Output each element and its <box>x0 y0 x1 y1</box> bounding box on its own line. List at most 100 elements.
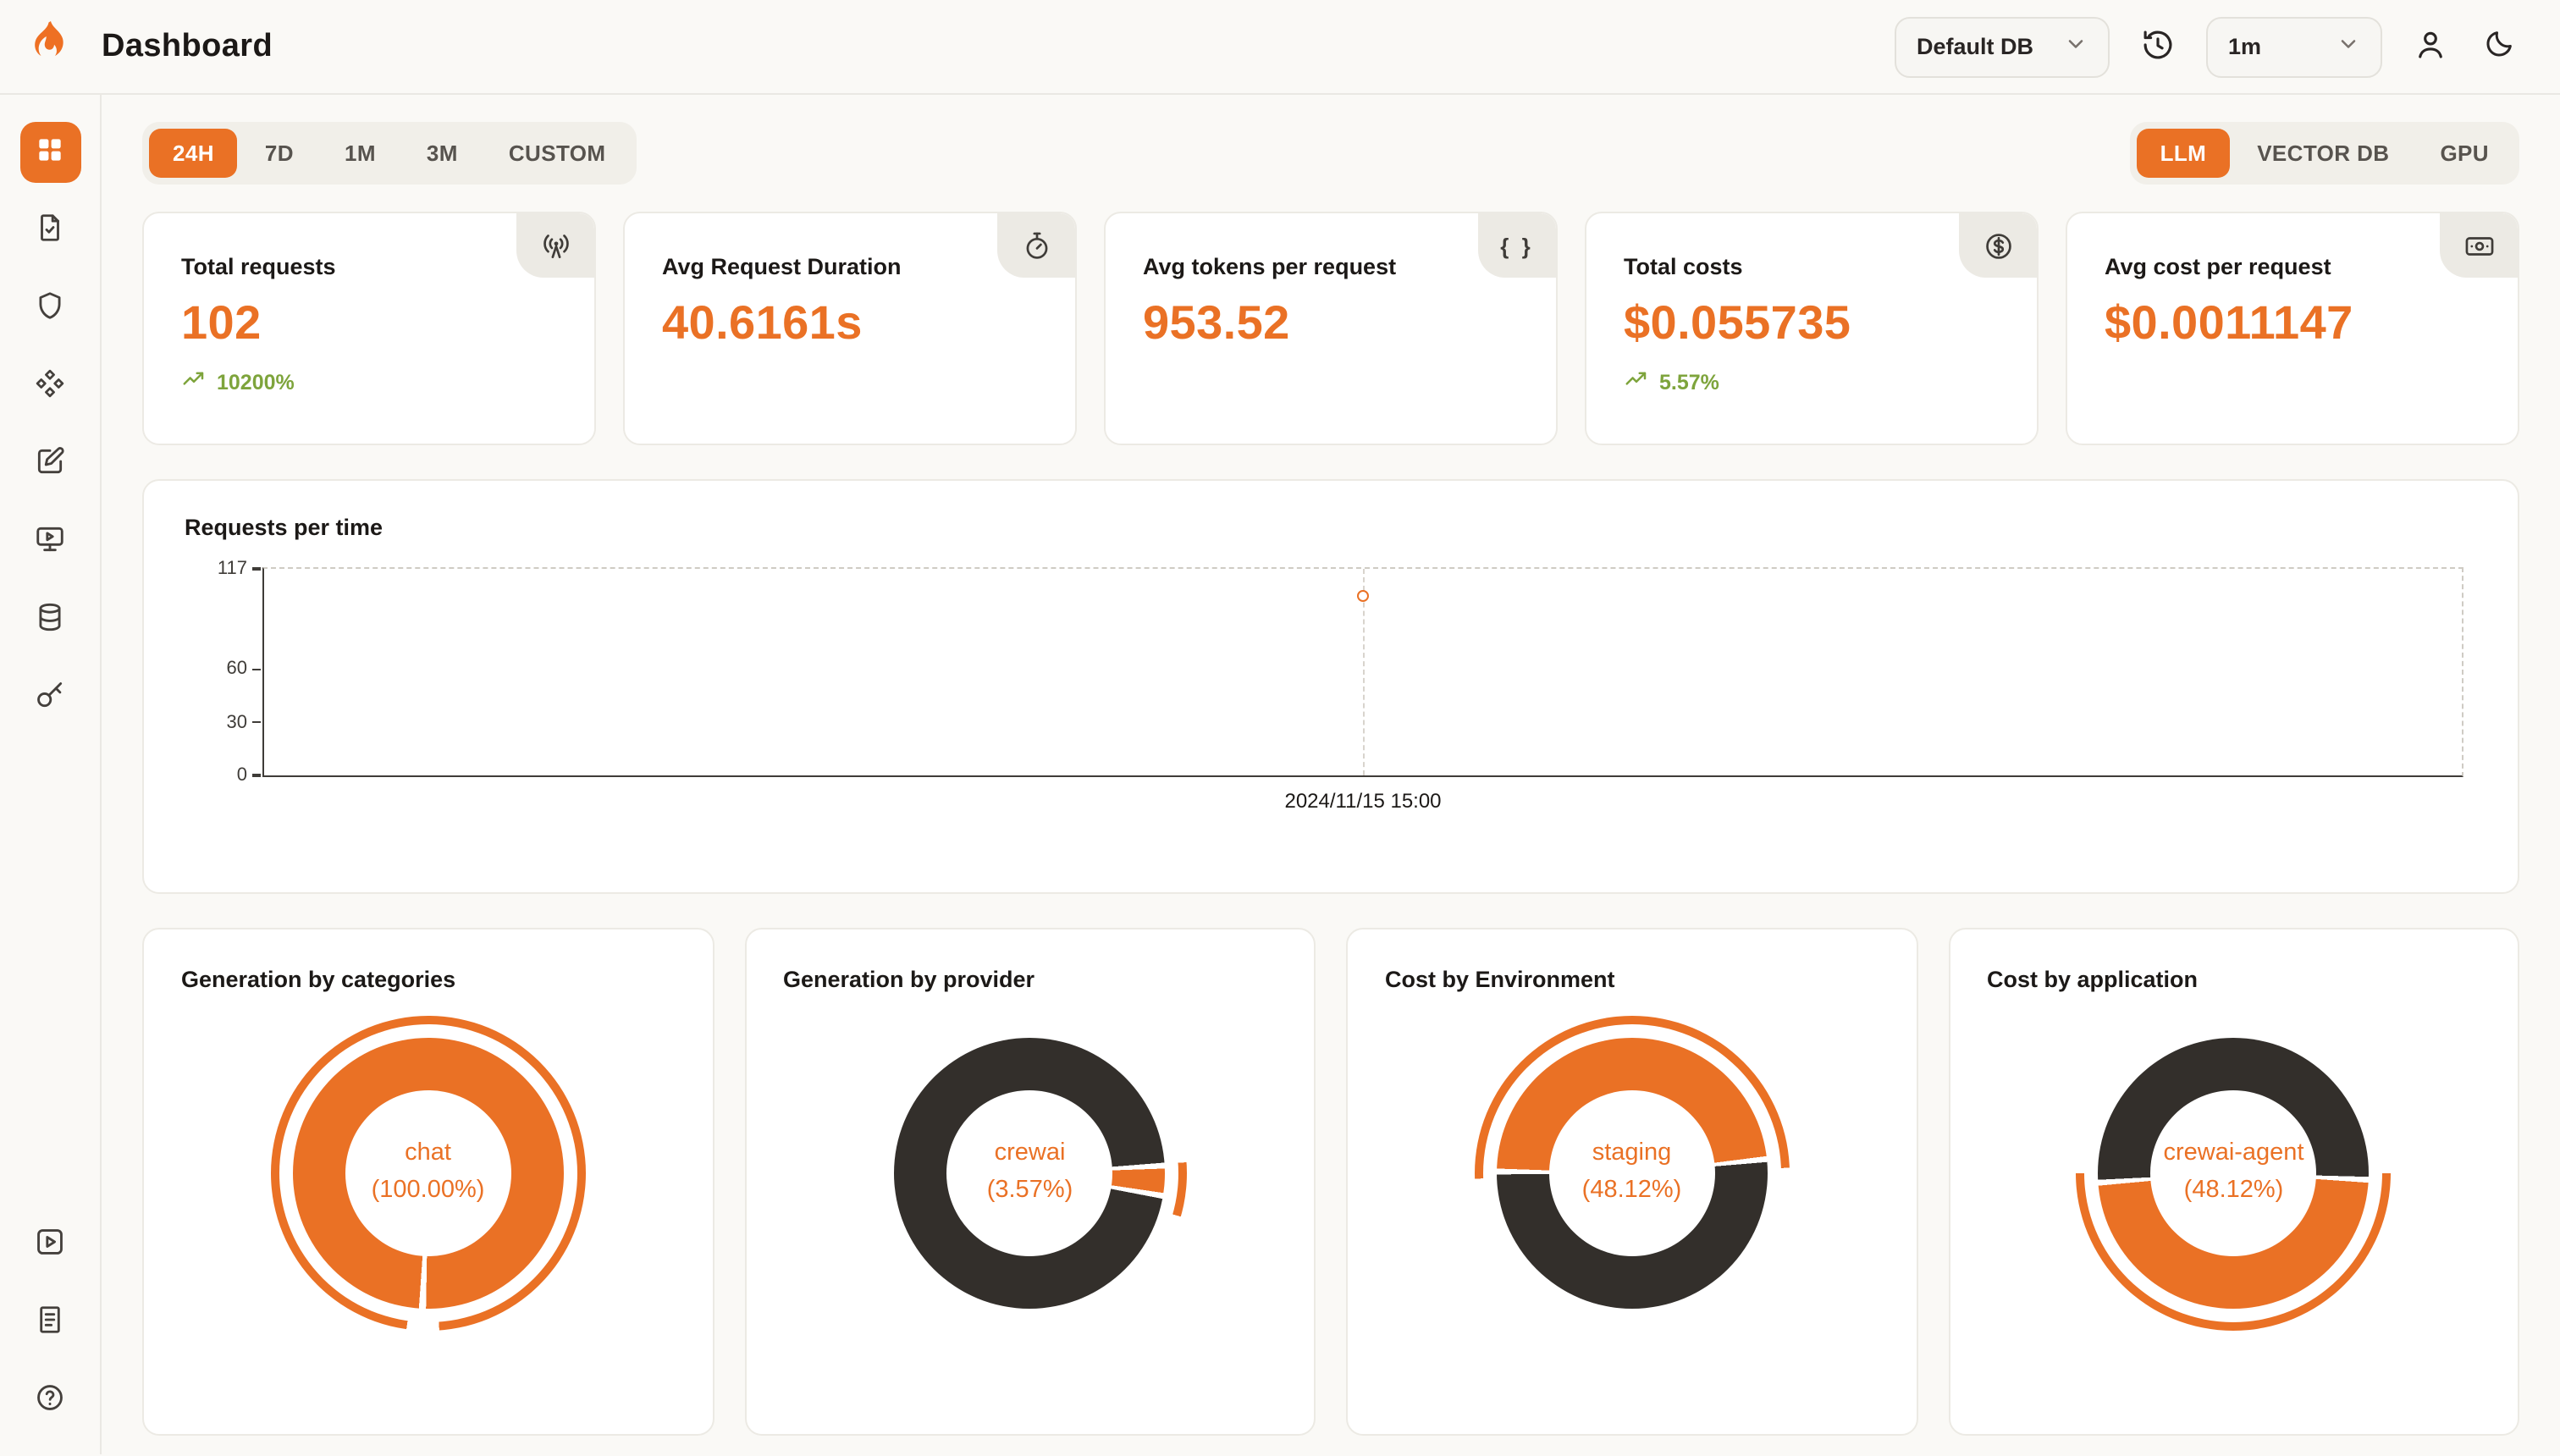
sidebar-item-playground[interactable] <box>19 511 80 572</box>
trending-up-icon <box>1624 367 1649 398</box>
stat-value: 953.52 <box>1143 296 1290 349</box>
sidebar-item-requests[interactable] <box>19 200 80 261</box>
tab-3m[interactable]: 3M <box>403 129 482 178</box>
sidebar-item-evaluations[interactable] <box>19 433 80 494</box>
pie-card-categories: Generation by categories chat (100.00%) <box>142 928 714 1436</box>
pie-title: Cost by application <box>1987 967 2199 992</box>
file-document-icon <box>34 212 66 249</box>
note-edit-icon <box>34 445 66 483</box>
filters-row: 24H 7D 1M 3M CUSTOM LLM VECTOR DB GPU <box>142 122 2519 185</box>
chevron-down-icon <box>2337 32 2360 61</box>
help-circle-icon <box>34 1382 66 1419</box>
donut-center-label: crewai (3.57%) <box>986 1139 1073 1205</box>
sidebar-item-integrations[interactable] <box>19 356 80 416</box>
timer-icon <box>997 213 1075 278</box>
stat-card-avg-duration: Avg Request Duration 40.6161s <box>623 212 1077 445</box>
header-actions: Default DB 1m <box>1894 16 2560 77</box>
time-range-tabs: 24H 7D 1M 3M CUSTOM <box>142 122 637 185</box>
line-plot: 2024/11/15 15:00 0 30 60 117 <box>218 559 2463 813</box>
stat-label: Total costs <box>1624 254 1743 279</box>
tab-custom[interactable]: CUSTOM <box>485 129 630 178</box>
pie-title: Generation by categories <box>181 967 456 992</box>
stat-card-avg-cost: Avg cost per request $0.0011147 <box>2066 212 2519 445</box>
header: Dashboard Default DB 1m <box>0 0 2560 95</box>
dollar-circle-icon <box>1959 213 2037 278</box>
sidebar-item-dashboard[interactable] <box>19 122 80 183</box>
trending-up-icon <box>181 367 207 398</box>
stat-value: 102 <box>181 296 262 349</box>
sidebar-item-api-keys[interactable] <box>19 667 80 728</box>
sidebar <box>0 95 102 1454</box>
stats-row: Total requests 102 10200% Avg Request Du… <box>142 212 2519 445</box>
hover-guideline <box>1363 569 1365 775</box>
stat-trend: 5.57% <box>1624 367 2000 398</box>
page-title: Dashboard <box>102 28 273 63</box>
file-lines-icon <box>34 1304 66 1341</box>
sidebar-item-getting-started[interactable] <box>19 1214 80 1275</box>
pie-card-application: Cost by application crewai-agent (48.12%… <box>1948 928 2519 1436</box>
pie-card-provider: Generation by provider crewai (3.57%) <box>744 928 1316 1436</box>
moon-icon <box>2482 27 2516 66</box>
pie-card-environment: Cost by Environment staging (48.12%) <box>1346 928 1917 1436</box>
pie-title: Generation by provider <box>783 967 1035 992</box>
donut-chart-application: crewai-agent (48.12%) <box>2076 1016 2392 1331</box>
theme-toggle-button[interactable] <box>2479 24 2519 69</box>
history-clock-icon <box>2140 26 2176 67</box>
tab-gpu[interactable]: GPU <box>2416 129 2513 178</box>
stat-label: Avg tokens per request <box>1143 254 1397 279</box>
sidebar-item-databases[interactable] <box>19 589 80 650</box>
dashboard-grid-icon <box>34 134 66 171</box>
app-logo[interactable] <box>0 17 102 76</box>
trend-value: 5.57% <box>1659 371 1719 394</box>
user-menu-button[interactable] <box>2409 23 2452 70</box>
key-icon <box>34 679 66 716</box>
braces-icon: { } <box>1478 213 1556 278</box>
chart-title: Requests per time <box>185 515 383 540</box>
tab-vector-db[interactable]: VECTOR DB <box>2233 129 2413 178</box>
shield-icon <box>34 290 66 327</box>
main-content: 24H 7D 1M 3M CUSTOM LLM VECTOR DB GPU <box>102 95 2560 1454</box>
interval-select-value: 1m <box>2228 34 2262 59</box>
stat-card-avg-tokens: { } Avg tokens per request 953.52 <box>1104 212 1558 445</box>
chevron-down-icon <box>2064 32 2088 61</box>
flame-logo-icon <box>25 17 76 76</box>
interval-select[interactable]: 1m <box>2206 16 2382 77</box>
trend-value: 10200% <box>217 371 295 394</box>
sidebar-item-documentation[interactable] <box>19 1292 80 1353</box>
pie-title: Cost by Environment <box>1385 967 1615 992</box>
stat-value: 40.6161s <box>662 296 863 349</box>
radio-tower-icon <box>516 213 594 278</box>
stat-card-total-costs: Total costs $0.055735 5.57% <box>1585 212 2039 445</box>
donut-chart-environment: staging (48.12%) <box>1474 1016 1790 1331</box>
data-point <box>1357 589 1369 602</box>
donut-chart-categories: chat (100.00%) <box>270 1016 586 1331</box>
stat-trend: 10200% <box>181 367 557 398</box>
tab-24h[interactable]: 24H <box>149 129 238 178</box>
database-select[interactable]: Default DB <box>1894 16 2110 77</box>
stat-value: $0.055735 <box>1624 296 1851 349</box>
donut-center-label: crewai-agent (48.12%) <box>2163 1139 2304 1205</box>
stat-label: Total requests <box>181 254 336 279</box>
x-axis-label: 2024/11/15 15:00 <box>1284 789 1442 813</box>
tab-7d[interactable]: 7D <box>241 129 317 178</box>
stat-value: $0.0011147 <box>2105 296 2353 349</box>
donut-center-label: chat (100.00%) <box>371 1139 485 1205</box>
stat-label: Avg cost per request <box>2105 254 2331 279</box>
tab-llm[interactable]: LLM <box>2136 129 2231 178</box>
modules-icon <box>34 367 66 405</box>
tab-1m[interactable]: 1M <box>321 129 400 178</box>
banknote-icon <box>2440 213 2518 278</box>
user-icon <box>2413 26 2448 67</box>
sidebar-item-exceptions[interactable] <box>19 278 80 339</box>
stat-card-total-requests: Total requests 102 10200% <box>142 212 596 445</box>
refresh-history-button[interactable] <box>2137 23 2179 70</box>
pies-row: Generation by categories chat (100.00%) … <box>142 928 2519 1436</box>
database-select-value: Default DB <box>1916 34 2033 59</box>
requests-per-time-card: Requests per time 2024/11/15 15:00 0 30 60… <box>142 479 2519 894</box>
donut-chart-provider: crewai (3.57%) <box>872 1016 1188 1331</box>
sidebar-item-help[interactable] <box>19 1370 80 1431</box>
database-icon <box>34 601 66 638</box>
stat-label: Avg Request Duration <box>662 254 902 279</box>
play-square-icon <box>34 1226 66 1263</box>
